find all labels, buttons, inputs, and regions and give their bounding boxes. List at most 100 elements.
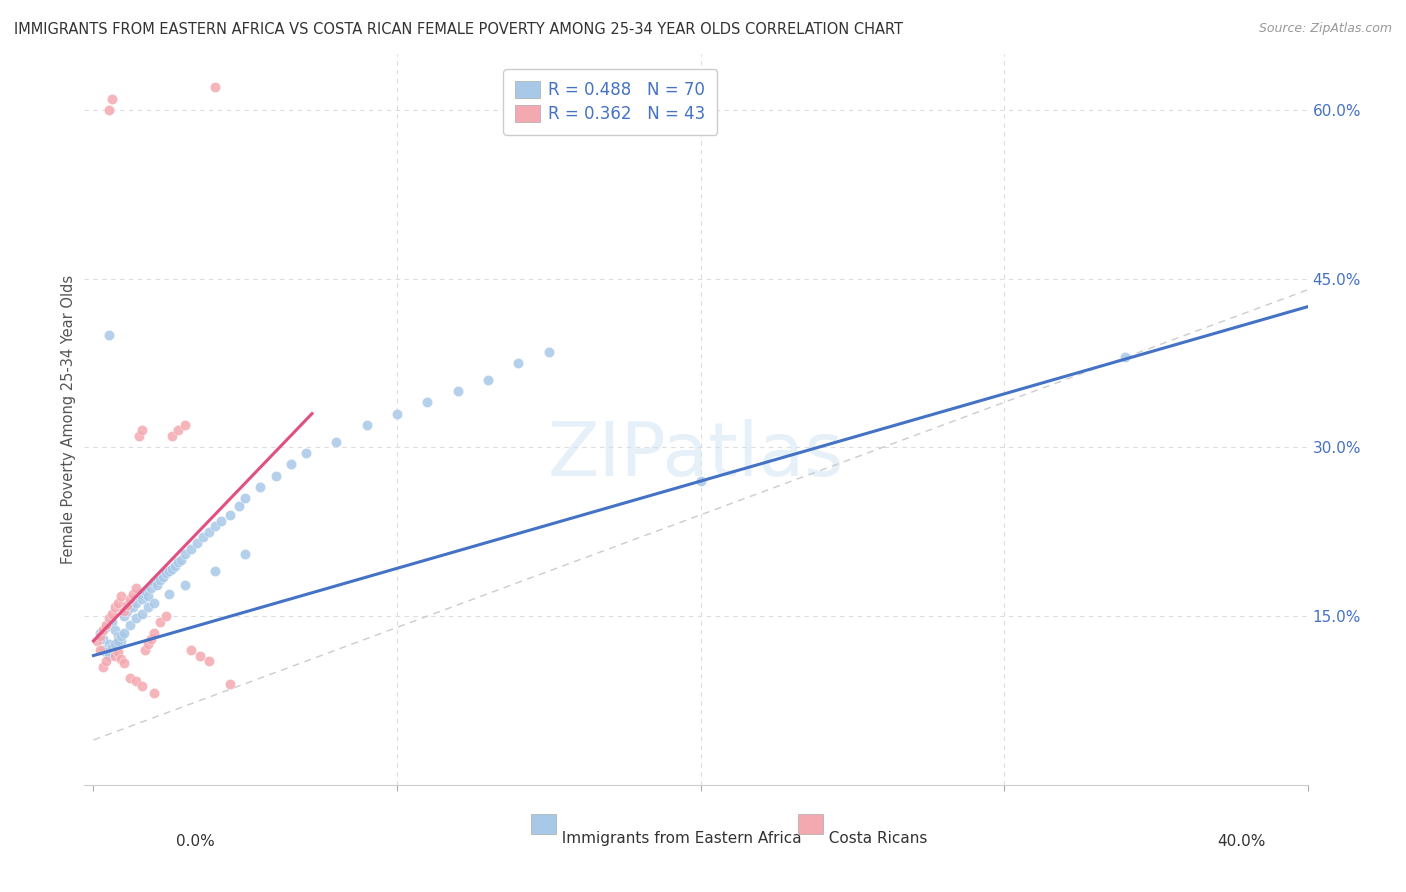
Point bbox=[107, 634, 129, 648]
Point bbox=[118, 671, 141, 685]
Point bbox=[128, 587, 150, 601]
Text: ZIPatlas: ZIPatlas bbox=[548, 419, 844, 492]
Point bbox=[100, 607, 122, 621]
Point bbox=[143, 596, 166, 610]
Point bbox=[136, 589, 159, 603]
Point bbox=[477, 373, 499, 387]
Point bbox=[249, 480, 271, 494]
Point bbox=[86, 634, 108, 648]
Point bbox=[110, 629, 132, 643]
Point bbox=[157, 587, 180, 601]
Point bbox=[125, 674, 148, 689]
Point bbox=[233, 547, 256, 561]
Point bbox=[104, 623, 127, 637]
Point bbox=[131, 424, 153, 438]
Point bbox=[157, 564, 180, 578]
Point bbox=[122, 587, 145, 601]
Point bbox=[115, 598, 138, 612]
Point bbox=[104, 637, 127, 651]
Point bbox=[94, 618, 117, 632]
Point bbox=[91, 660, 114, 674]
Y-axis label: Female Poverty Among 25-34 Year Olds: Female Poverty Among 25-34 Year Olds bbox=[60, 275, 76, 564]
Point bbox=[356, 417, 378, 432]
Point bbox=[180, 541, 202, 556]
Point bbox=[689, 474, 711, 488]
Point bbox=[295, 446, 318, 460]
Text: Costa Ricans: Costa Ricans bbox=[818, 831, 928, 847]
Point bbox=[209, 514, 232, 528]
Text: IMMIGRANTS FROM EASTERN AFRICA VS COSTA RICAN FEMALE POVERTY AMONG 25-34 YEAR OL: IMMIGRANTS FROM EASTERN AFRICA VS COSTA … bbox=[14, 22, 903, 37]
Point bbox=[104, 648, 127, 663]
Point bbox=[219, 676, 242, 690]
Point bbox=[143, 626, 166, 640]
Point bbox=[173, 417, 195, 432]
Point bbox=[94, 654, 117, 668]
Point bbox=[100, 615, 122, 629]
Point bbox=[110, 634, 132, 648]
Point bbox=[204, 564, 226, 578]
Text: Immigrants from Eastern Africa: Immigrants from Eastern Africa bbox=[551, 831, 801, 847]
Point bbox=[134, 643, 156, 657]
Point bbox=[136, 600, 159, 615]
Point bbox=[325, 434, 347, 449]
Text: Source: ZipAtlas.com: Source: ZipAtlas.com bbox=[1258, 22, 1392, 36]
Text: 0.0%: 0.0% bbox=[176, 834, 215, 849]
Point bbox=[134, 584, 156, 599]
Point bbox=[125, 596, 148, 610]
Point bbox=[89, 629, 111, 643]
Point bbox=[162, 562, 184, 576]
Point bbox=[139, 632, 162, 646]
Point bbox=[91, 623, 114, 637]
Point bbox=[173, 577, 195, 591]
Point bbox=[180, 643, 202, 657]
Point bbox=[89, 643, 111, 657]
Point bbox=[167, 555, 190, 569]
Point bbox=[112, 609, 135, 624]
Point bbox=[112, 603, 135, 617]
Point bbox=[128, 429, 150, 443]
Point bbox=[155, 566, 177, 581]
Point bbox=[110, 589, 132, 603]
Point bbox=[162, 429, 184, 443]
Point bbox=[97, 327, 120, 342]
Point bbox=[107, 645, 129, 659]
Point bbox=[107, 596, 129, 610]
Point bbox=[97, 611, 120, 625]
Point bbox=[188, 648, 211, 663]
Point bbox=[228, 499, 250, 513]
Point bbox=[125, 611, 148, 625]
Point bbox=[118, 618, 141, 632]
Point bbox=[104, 600, 127, 615]
Point bbox=[143, 686, 166, 700]
Point bbox=[1114, 351, 1136, 365]
Point bbox=[186, 536, 208, 550]
Point bbox=[167, 424, 190, 438]
Legend: R = 0.488   N = 70, R = 0.362   N = 43: R = 0.488 N = 70, R = 0.362 N = 43 bbox=[503, 70, 717, 135]
Point bbox=[110, 652, 132, 666]
Point bbox=[191, 530, 214, 544]
Point bbox=[173, 547, 195, 561]
Point bbox=[219, 508, 242, 522]
Point bbox=[264, 468, 287, 483]
Point bbox=[107, 629, 129, 643]
Point bbox=[131, 592, 153, 607]
Point bbox=[198, 524, 221, 539]
Point bbox=[118, 592, 141, 607]
Point bbox=[143, 575, 166, 590]
Point bbox=[233, 491, 256, 505]
Point bbox=[280, 457, 302, 471]
Point bbox=[149, 615, 172, 629]
Point bbox=[508, 356, 530, 370]
Point bbox=[146, 577, 169, 591]
Point bbox=[94, 645, 117, 659]
Point bbox=[91, 643, 114, 657]
Point bbox=[152, 570, 174, 584]
Point bbox=[97, 637, 120, 651]
Point bbox=[537, 344, 560, 359]
Point bbox=[97, 103, 120, 117]
Point bbox=[89, 626, 111, 640]
Point bbox=[149, 573, 172, 587]
Point bbox=[165, 558, 187, 573]
Point bbox=[447, 384, 470, 398]
Point bbox=[136, 637, 159, 651]
